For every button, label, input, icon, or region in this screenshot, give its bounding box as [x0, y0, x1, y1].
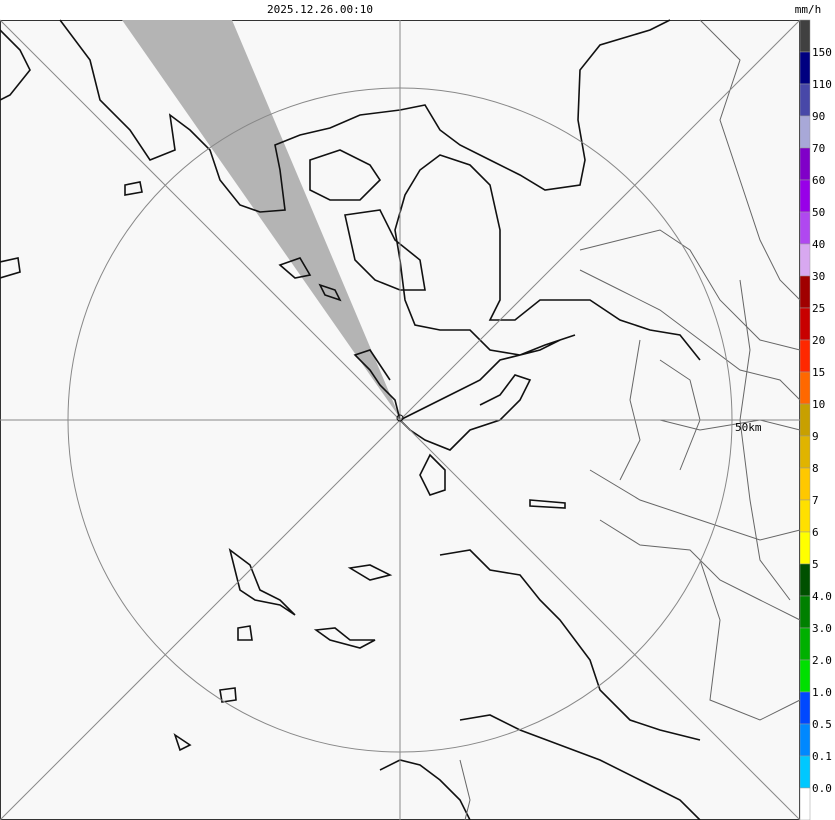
legend-swatch	[799, 435, 811, 469]
legend-label: 20	[812, 334, 825, 347]
legend-swatch	[799, 723, 811, 757]
legend-swatch	[799, 275, 811, 309]
legend-label: 9	[812, 430, 819, 443]
legend-label: 10	[812, 398, 825, 411]
legend-label: 4.0	[812, 590, 832, 603]
legend-label: 5	[812, 558, 819, 571]
legend-swatch	[799, 595, 811, 629]
legend-label: 90	[812, 110, 825, 123]
legend-swatch	[799, 563, 811, 597]
beam-blockage-wedge	[122, 20, 400, 418]
legend-swatch	[799, 467, 811, 501]
legend-swatch	[799, 659, 811, 693]
legend: 150 110 90 70 60 50 40 30 25 20 15 10 9 8 7 6 5 4.0 3.0 2.0…	[799, 19, 832, 820]
legend-swatch	[799, 691, 811, 725]
legend-swatch	[799, 179, 811, 213]
timestamp: 2025.12.26.00:10	[267, 3, 373, 16]
legend-label: 60	[812, 174, 825, 187]
legend-label: 50	[812, 206, 825, 219]
legend-label: 70	[812, 142, 825, 155]
legend-label: 0.1	[812, 750, 832, 763]
legend-label: 150	[812, 46, 832, 59]
legend-swatch	[799, 499, 811, 533]
radar-site	[396, 414, 404, 422]
legend-label: 7	[812, 494, 819, 507]
legend-label: 0.5	[812, 718, 832, 731]
legend-label: 30	[812, 270, 825, 283]
legend-swatch	[799, 211, 811, 245]
legend-swatch	[799, 83, 811, 117]
range-guides	[0, 19, 801, 820]
legend-label: 110	[812, 78, 832, 91]
legend-label: 15	[812, 366, 825, 379]
map-area: 50km	[0, 19, 801, 820]
legend-swatch	[799, 403, 811, 437]
legend-label: 0.0	[812, 782, 832, 795]
legend-swatch	[799, 755, 811, 789]
legend-swatch	[799, 787, 811, 820]
unit-label: mm/h	[795, 3, 822, 16]
legend-swatch	[799, 531, 811, 565]
legend-swatch	[799, 627, 811, 661]
legend-label: 3.0	[812, 622, 832, 635]
legend-swatch	[799, 19, 811, 53]
legend-label: 25	[812, 302, 825, 315]
legend-label: 6	[812, 526, 819, 539]
legend-label: 1.0	[812, 686, 832, 699]
legend-label: 2.0	[812, 654, 832, 667]
coastlines	[0, 19, 701, 820]
legend-swatch	[799, 243, 811, 277]
legend-swatch	[799, 307, 811, 341]
legend-swatch	[799, 115, 811, 149]
legend-swatch	[799, 339, 811, 373]
legend-swatch	[799, 371, 811, 405]
legend-swatch	[799, 51, 811, 85]
guide-diagonal	[0, 19, 801, 820]
range-label: 50km	[735, 421, 762, 434]
legend-label: 40	[812, 238, 825, 251]
legend-label: 8	[812, 462, 819, 475]
legend-swatch	[799, 147, 811, 181]
